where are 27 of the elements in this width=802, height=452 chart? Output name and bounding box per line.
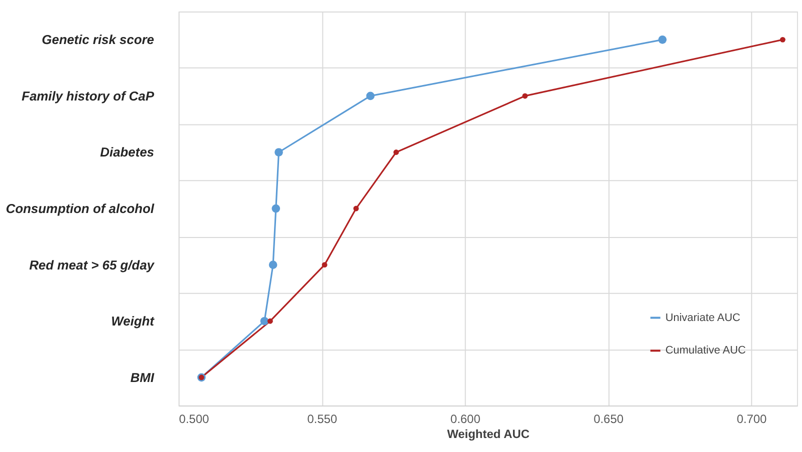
y-tick-label: BMI — [130, 370, 155, 385]
y-tick-label: Weight — [111, 314, 155, 329]
legend-label: Cumulative AUC — [665, 344, 746, 357]
point — [322, 262, 328, 268]
point — [366, 92, 375, 100]
y-tick-label: Consumption of alcohol — [6, 201, 155, 216]
point — [268, 260, 278, 269]
point — [393, 150, 399, 155]
y-tick-label: Genetic risk score — [42, 32, 154, 48]
point — [522, 93, 528, 99]
y-tick-label: Diabetes — [100, 144, 154, 160]
point — [267, 318, 273, 324]
point — [260, 316, 269, 326]
x-tick-label: 0.550 — [307, 412, 338, 426]
x-tick-label: 0.700 — [736, 412, 768, 426]
point — [353, 206, 359, 212]
x-tick-label: 0.500 — [179, 412, 210, 426]
legend-label: Univariate AUC — [665, 312, 740, 324]
x-tick-label: 0.650 — [594, 412, 624, 426]
point — [274, 148, 283, 156]
x-tick-label: 0.600 — [450, 412, 481, 426]
y-tick-label: Family history of CaP — [22, 88, 154, 104]
point — [658, 36, 667, 44]
point — [780, 36, 786, 42]
x-axis-title: Weighted AUC — [447, 426, 530, 441]
point — [272, 204, 280, 213]
y-tick-label: Red meat > 65 g/day — [29, 257, 155, 272]
